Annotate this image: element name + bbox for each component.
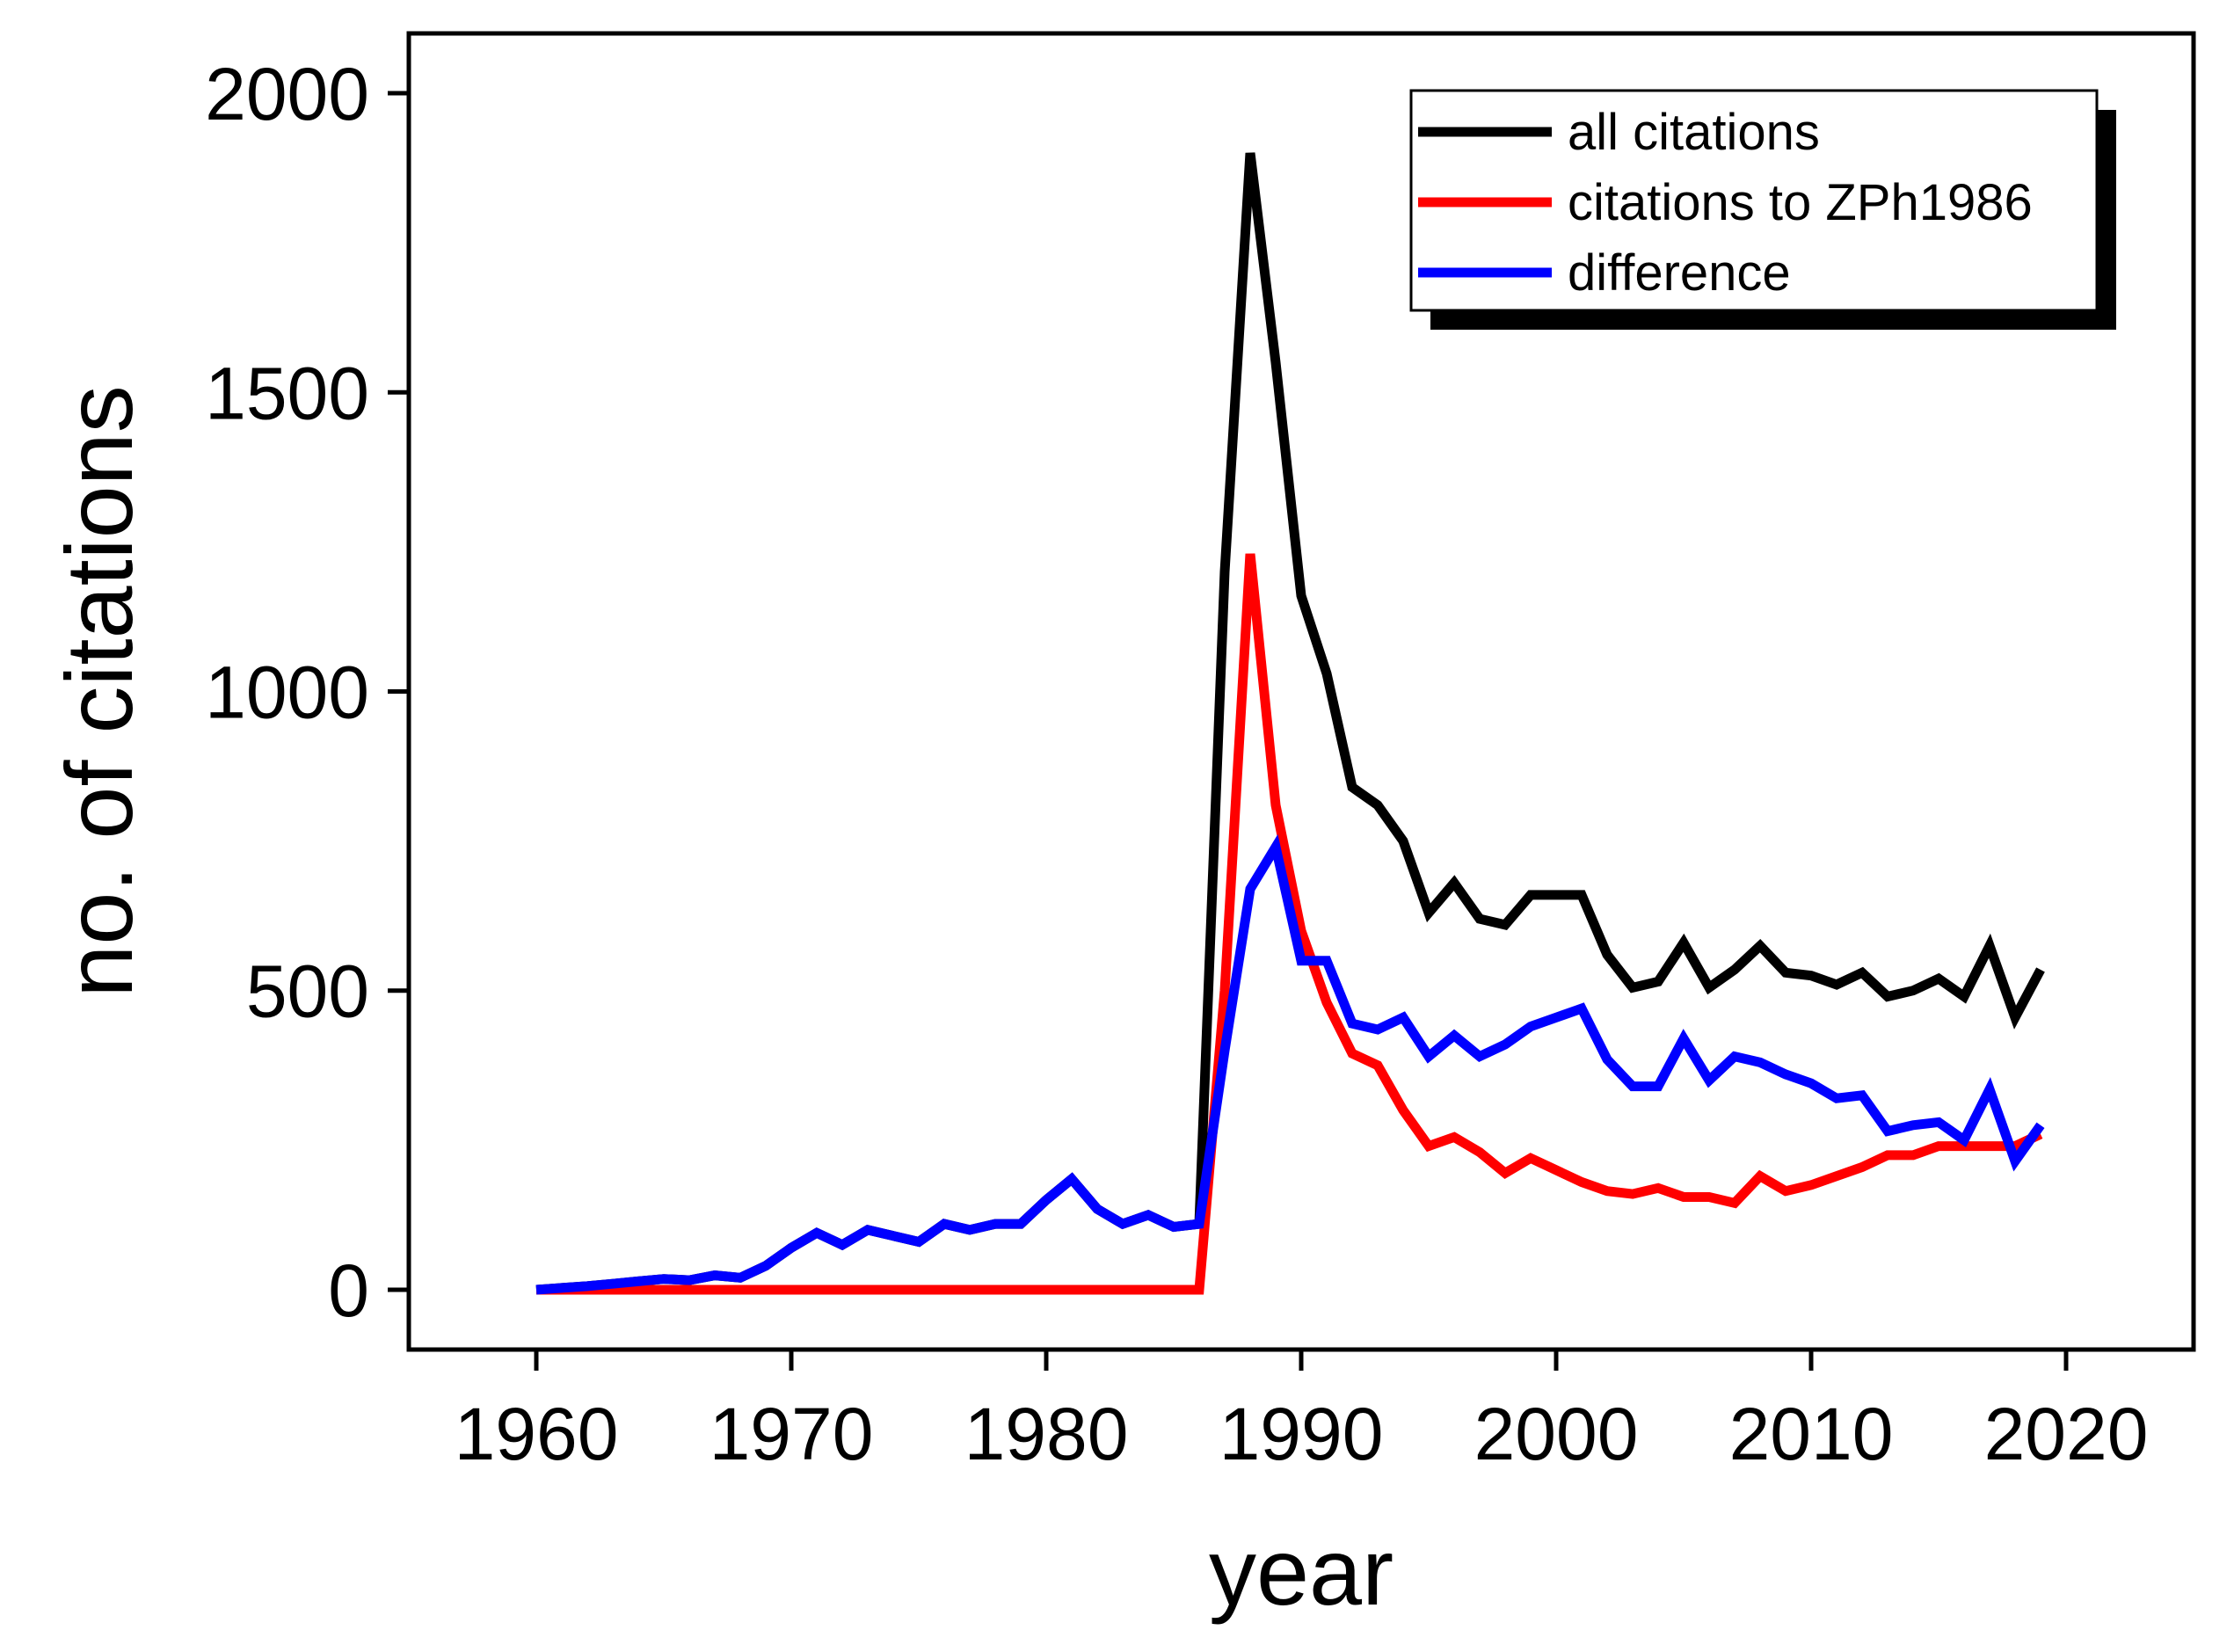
- series-line-citations-to-zph1986: [536, 553, 2043, 1295]
- x-tick-label: 2020: [1984, 1393, 2149, 1475]
- legend-label: all citations: [1568, 104, 1820, 161]
- y-tick-label: 1500: [205, 352, 369, 434]
- x-tick-label: 2000: [1474, 1393, 1639, 1475]
- series-line-difference: [535, 833, 2045, 1295]
- x-tick-label: 1970: [709, 1393, 874, 1475]
- y-tick-label: 0: [328, 1249, 369, 1332]
- legend: all citations citations to ZPh1986 differe…: [1409, 89, 2116, 330]
- legend-label: difference: [1568, 244, 1791, 302]
- x-tick-label: 1980: [964, 1393, 1129, 1475]
- y-axis-title: no. of citations: [46, 385, 152, 997]
- axes: 1960 1970 1980 1990 2000 2010 2020 0 500 1000 1500…: [46, 31, 2196, 1625]
- legend-label: citations to ZPh1986: [1568, 174, 2033, 231]
- x-axis-title: year: [1209, 1518, 1394, 1625]
- x-tick-label: 2010: [1729, 1393, 1894, 1475]
- x-tick-label: 1990: [1219, 1393, 1384, 1475]
- y-tick-label: 500: [246, 950, 369, 1033]
- y-tick-label: 2000: [205, 53, 369, 135]
- series-lines: [535, 152, 2045, 1295]
- y-tick-label: 1000: [205, 651, 369, 734]
- x-tick-label: 1960: [455, 1393, 619, 1475]
